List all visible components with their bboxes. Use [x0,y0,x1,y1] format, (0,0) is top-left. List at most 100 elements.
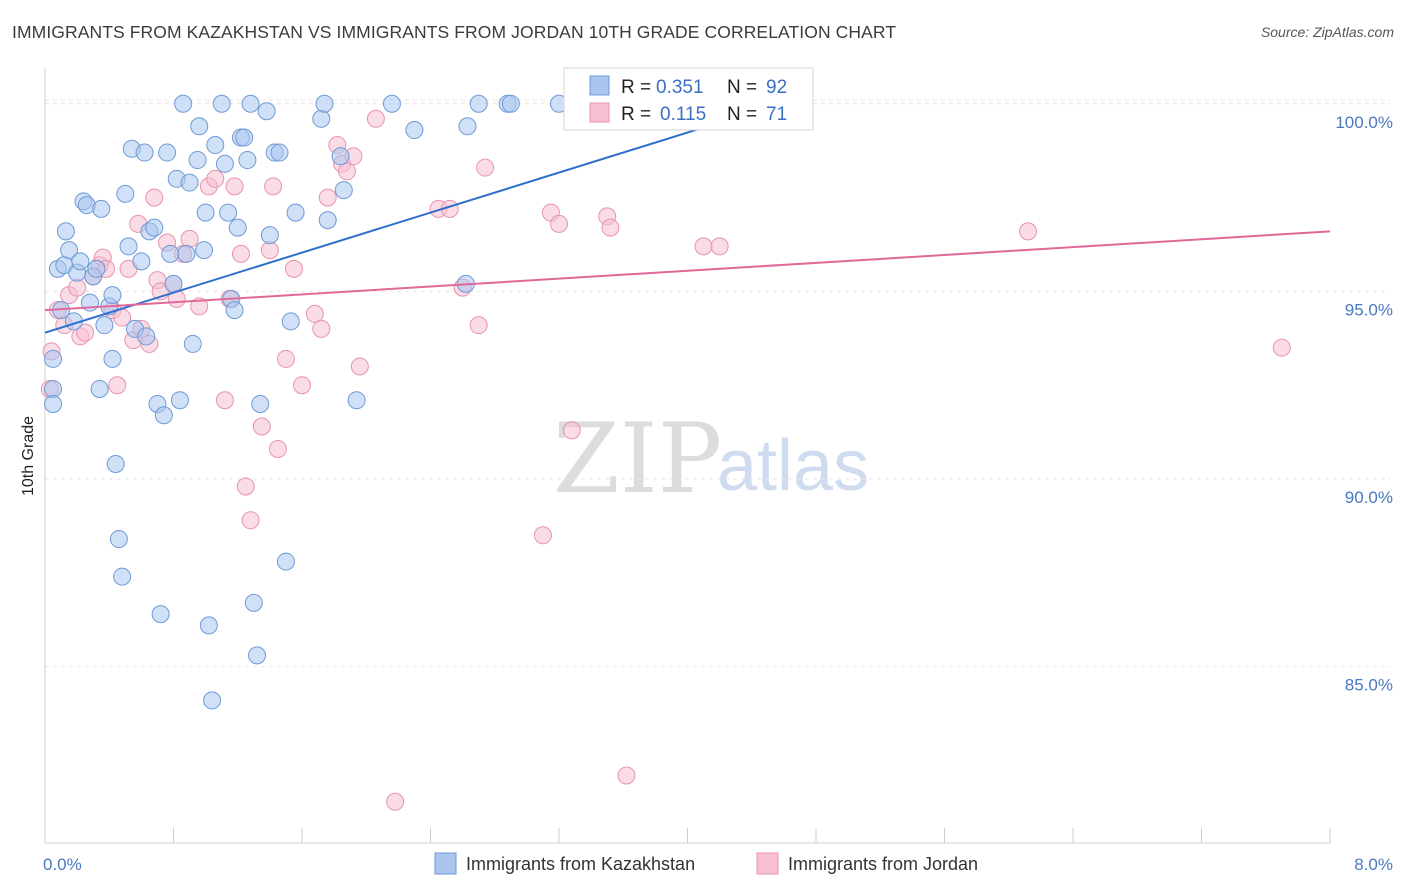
jordan-point [337,162,356,181]
kazakhstan-point [170,391,189,410]
kazakhstan-point [501,94,520,113]
kazakhstan-point [228,218,247,237]
kazakhstan-point [196,203,215,222]
jordan-point [241,511,260,530]
jordan-point [231,244,250,263]
kazakhstan-point [241,94,260,113]
kazakhstan-point [106,455,125,474]
kazakhstan-point [235,128,254,147]
kazakhstan-point [331,147,350,166]
kazakhstan-point [312,109,331,128]
trend-line-kazakhstan [44,99,793,334]
series-kazakhstan-points [44,94,617,710]
legend-swatch-kazakhstan [434,852,457,875]
kazakhstan-point [145,218,164,237]
kazakhstan-point [405,121,424,140]
kazakhstan-point [183,334,202,353]
y-tick-label: 90.0% [1345,488,1393,507]
trend-lines [44,99,1331,334]
jordan-point [236,477,255,496]
kazakhstan-point [103,286,122,305]
kazakhstan-point [190,117,209,136]
kazakhstan-point [276,552,295,571]
kazakhstan-point [180,173,199,192]
kazakhstan-point [238,151,257,170]
jordan-point [268,439,287,458]
jordan-point [145,188,164,207]
kazakhstan-point [119,237,138,256]
trend-line-jordan [44,230,1331,312]
kazakhstan-point [158,143,177,162]
jordan-point [312,319,331,338]
grid-lines [45,99,1390,668]
jordan-point [68,278,87,297]
kazakhstan-point [225,301,244,320]
kazakhstan-point [206,136,225,155]
stats-r-value: 0.351 [656,77,704,98]
jordan-point [694,237,713,256]
kazakhstan-point [132,252,151,271]
jordan-point [76,323,95,342]
stats-box: R = 0.351 N = 92 R = 0.115 N = 71 [563,67,814,131]
jordan-point [276,349,295,368]
kazakhstan-point [212,94,231,113]
kazakhstan-point [56,222,75,241]
axes [44,68,1331,844]
chart-source: Source: ZipAtlas.com [1260,24,1394,40]
jordan-point [108,376,127,395]
kazakhstan-point [215,154,234,173]
legend-label-kazakhstan: Immigrants from Kazakhstan [466,854,695,874]
x-tick-labels: 0.0% 8.0% [43,855,1393,874]
kazakhstan-point [161,244,180,263]
jordan-point [710,237,729,256]
kazakhstan-point [44,394,63,413]
watermark-atlas: atlas [717,426,869,506]
legend: Immigrants from Kazakhstan Immigrants fr… [434,852,978,875]
kazakhstan-point [257,102,276,121]
jordan-point [252,417,271,436]
kazakhstan-point [203,691,222,710]
kazakhstan-point [270,143,289,162]
stats-r-label: R = [621,104,651,125]
jordan-point [190,297,209,316]
jordan-point [225,177,244,196]
watermark-zip: ZIP [553,403,722,515]
kazakhstan-point [87,259,106,278]
jordan-point [350,357,369,376]
kazakhstan-point [113,567,132,586]
jordan-point [1019,222,1038,241]
kazakhstan-point [151,605,170,624]
kazakhstan-point [109,530,128,549]
kazakhstan-point [92,199,111,218]
watermark: ZIP atlas [553,403,869,515]
kazakhstan-point [177,244,196,263]
kazakhstan-point [95,316,114,335]
kazakhstan-point [199,616,218,635]
jordan-point [386,792,405,811]
kazakhstan-point [251,394,270,413]
stats-swatch-kazakhstan [589,75,610,96]
jordan-point [1272,338,1291,357]
stats-n-value: 92 [766,77,787,98]
kazakhstan-point [244,593,263,612]
y-axis-label: 10th Grade [20,416,37,496]
kazakhstan-point [44,379,63,398]
kazakhstan-point [382,94,401,113]
kazakhstan-point [469,94,488,113]
kazakhstan-point [154,406,173,425]
jordan-point [366,109,385,128]
y-tick-label: 100.0% [1335,113,1393,132]
chart-title: IMMIGRANTS FROM KAZAKHSTAN VS IMMIGRANTS… [12,22,897,42]
kazakhstan-point [318,211,337,230]
y-tick-labels: 100.0% 95.0% 90.0% 85.0% [1335,113,1393,695]
jordan-point [293,376,311,395]
jordan-point [260,241,279,260]
stats-n-value: 71 [766,104,787,125]
kazakhstan-point [248,646,267,665]
kazakhstan-point [44,349,63,368]
jordan-point [206,169,225,188]
stats-n-label: N = [727,104,757,125]
kazakhstan-point [116,184,135,203]
legend-label-jordan: Immigrants from Jordan [788,854,978,874]
x-tick-label: 8.0% [1354,855,1393,874]
